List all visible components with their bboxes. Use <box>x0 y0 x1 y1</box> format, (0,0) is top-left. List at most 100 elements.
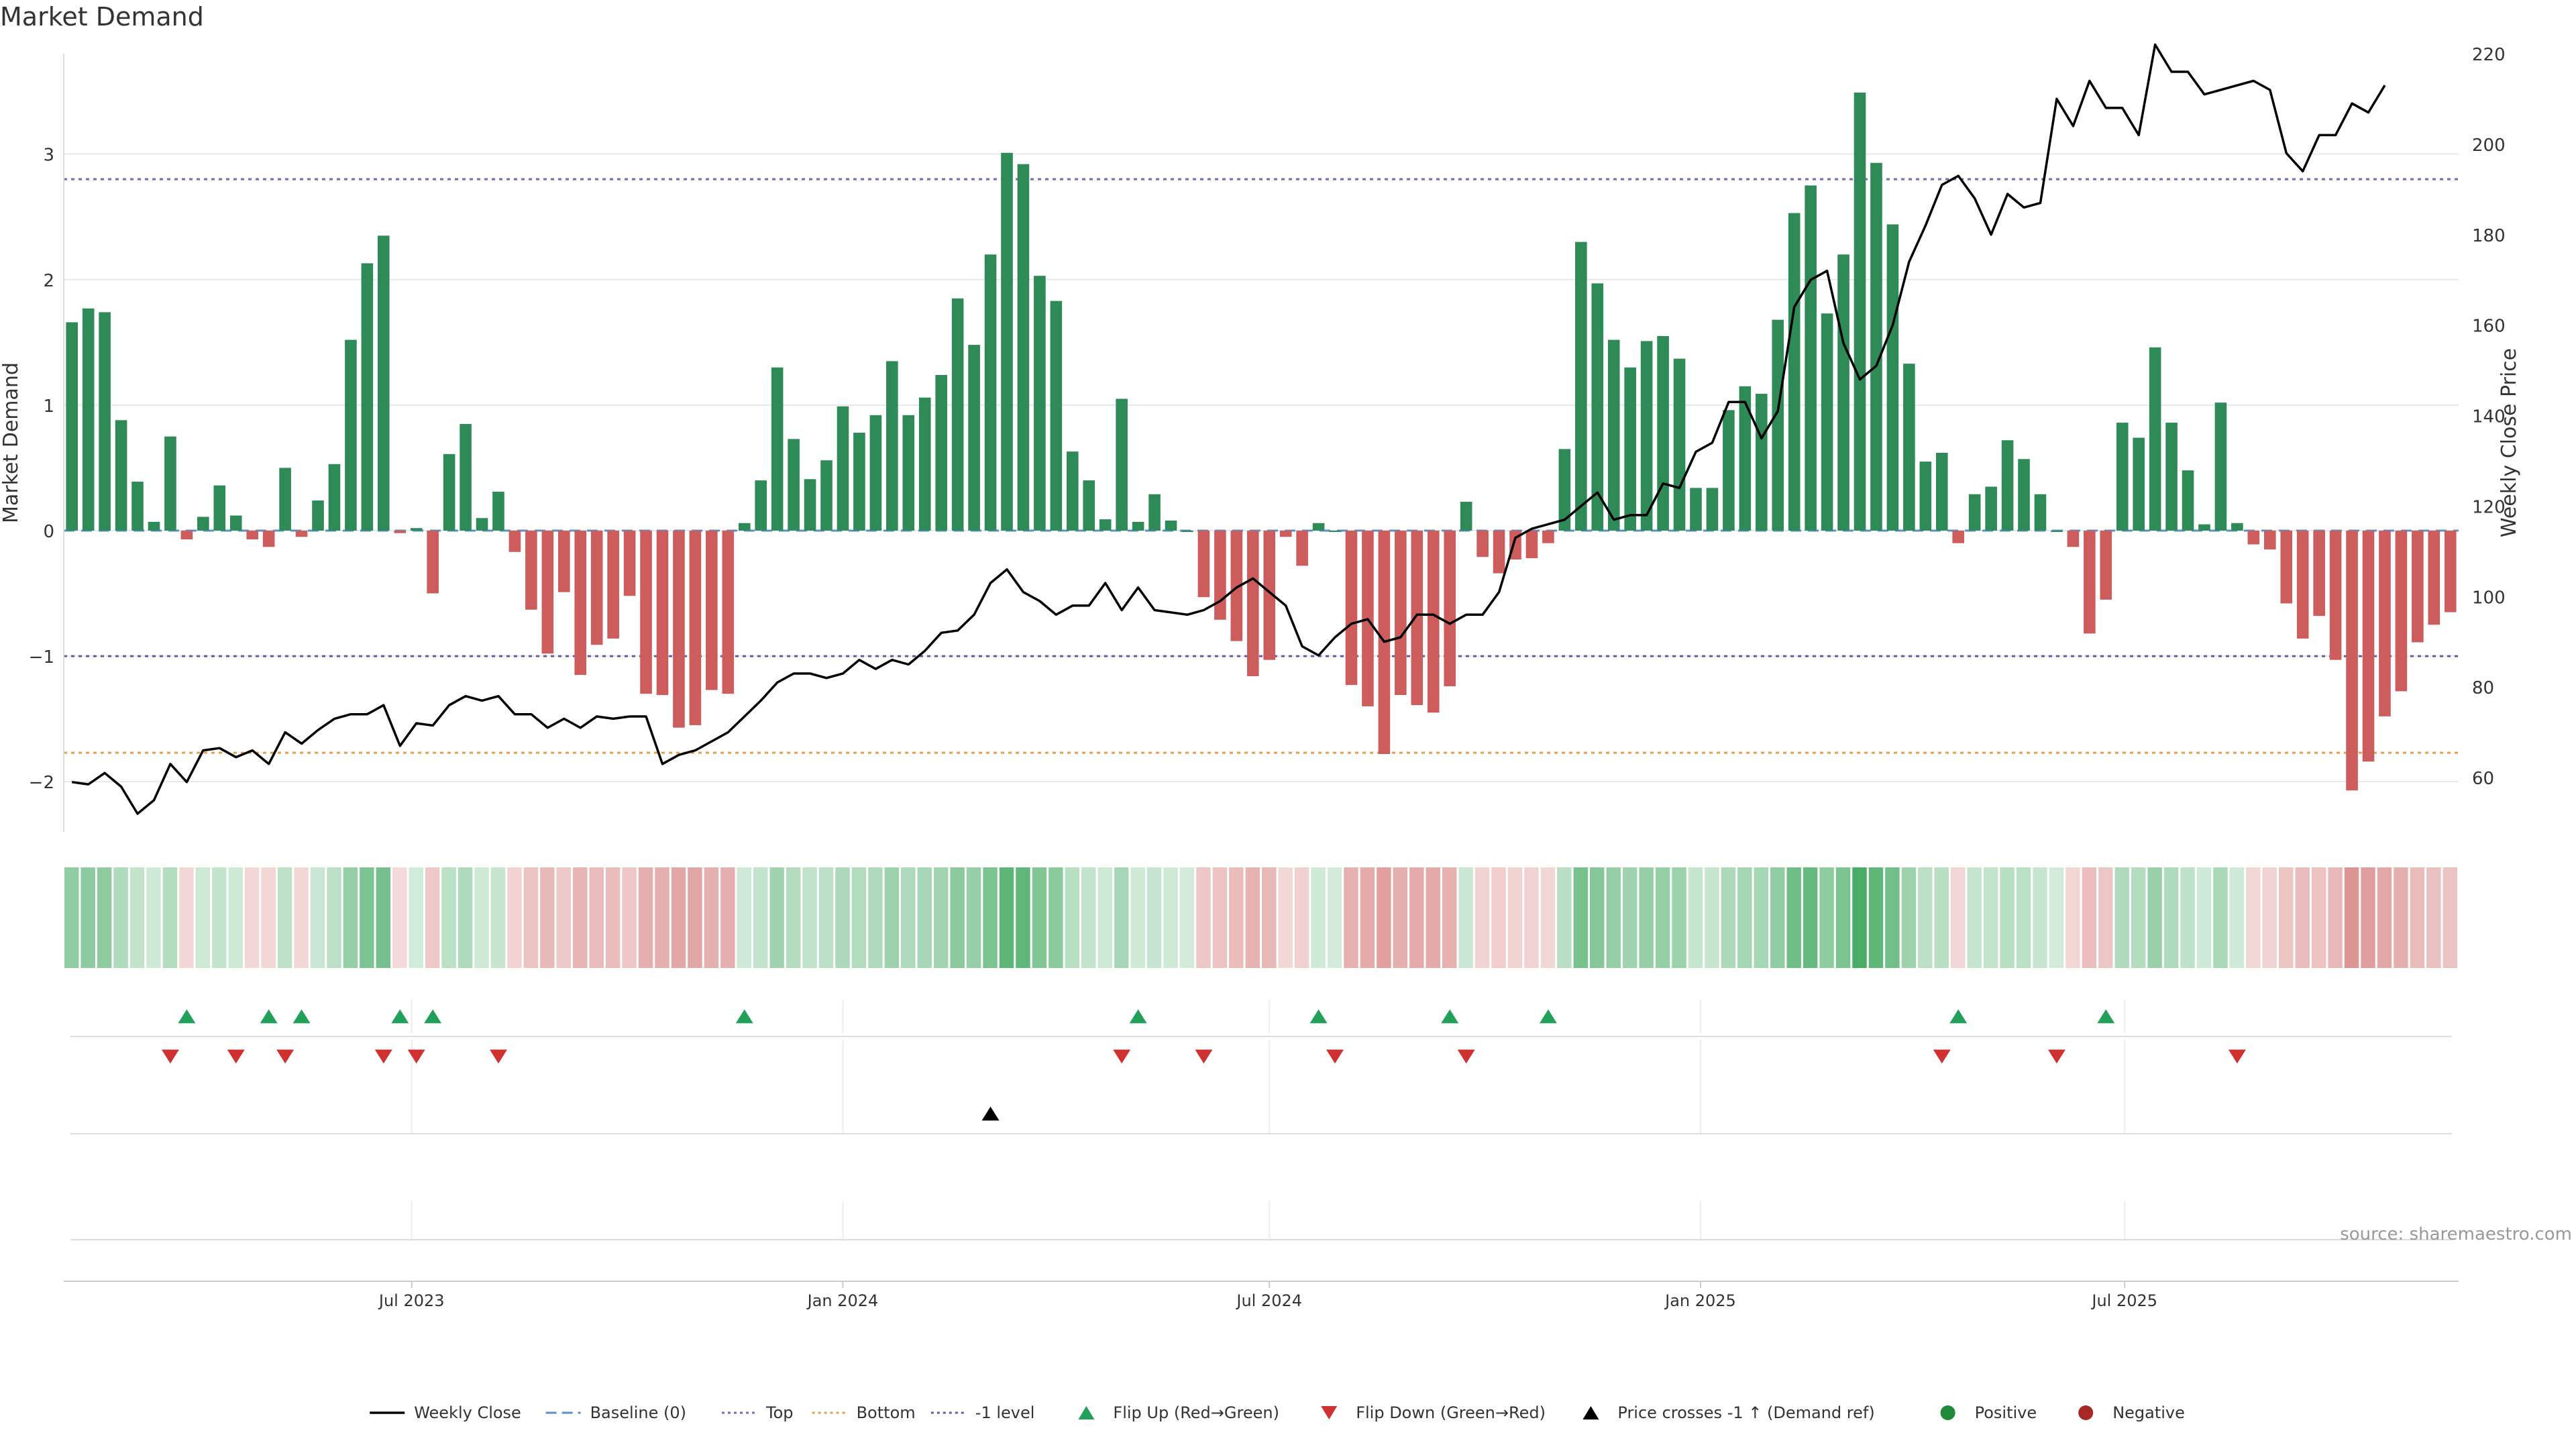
heat-cell <box>1688 867 1703 968</box>
demand-bar <box>2067 530 2080 547</box>
demand-bar <box>2182 470 2194 531</box>
y-left-tick-label: 0 <box>43 522 54 542</box>
demand-bar <box>378 235 390 531</box>
heat-cell <box>179 867 194 968</box>
legend-item: Baseline (0) <box>545 1403 686 1422</box>
heat-cell <box>1819 867 1834 968</box>
heat-cell <box>1049 867 1063 968</box>
demand-bar <box>853 433 865 531</box>
heat-cell <box>2049 867 2064 968</box>
heat-cell <box>2131 867 2146 968</box>
legend-item: Negative <box>2078 1403 2185 1422</box>
demand-bar <box>312 500 324 531</box>
heat-cell <box>1705 867 1719 968</box>
demand-bar <box>984 254 997 531</box>
heat-cell <box>2377 867 2392 968</box>
signal-panels: Jul 2023 Jan 2024 Jul 2024 Jan 2025 Jul 2025 <box>64 1000 2459 1310</box>
heat-cell <box>1786 867 1801 968</box>
heat-cell <box>901 867 916 968</box>
flip-down-marker <box>227 1049 245 1064</box>
demand-bar <box>1542 530 1554 543</box>
flip-down-marker <box>2228 1049 2246 1064</box>
y-right-tick-label: 60 <box>2472 769 2494 789</box>
heat-cell <box>277 867 292 968</box>
heat-cell <box>2279 867 2294 968</box>
flip-down-marker <box>1195 1049 1213 1064</box>
demand-bar <box>837 406 849 531</box>
heat-cell <box>2311 867 2326 968</box>
heat-cell <box>441 867 456 968</box>
demand-bar <box>689 530 702 725</box>
x-tick-label: Jul 2024 <box>1235 1291 1302 1310</box>
y-left-tick-label: −1 <box>29 647 54 667</box>
demand-bar <box>1575 241 1587 531</box>
heat-cell <box>950 867 965 968</box>
legend-item: Price crosses -1 ↑ (Demand ref) <box>1582 1403 1875 1422</box>
demand-bar <box>1673 358 1686 531</box>
y-left-tick-label: 1 <box>43 396 54 417</box>
demand-bar <box>492 491 504 531</box>
demand-bar <box>2018 459 2030 531</box>
demand-bar <box>673 530 685 728</box>
heat-cell <box>2443 867 2457 968</box>
demand-bar <box>902 415 915 531</box>
demand-bar <box>1525 530 1538 559</box>
y-right-tick-label: 100 <box>2472 588 2506 608</box>
flip-up-marker <box>2097 1009 2115 1024</box>
demand-bar <box>886 361 898 531</box>
axes: −2 −1 0 1 2 3 60 80 100 120 140 160 180 200 220 <box>29 45 2506 832</box>
demand-bar <box>574 530 587 676</box>
flip-down-marker <box>2047 1049 2065 1064</box>
y-left-tick-label: −2 <box>29 773 54 793</box>
demand-bar <box>229 515 242 531</box>
demand-bar <box>951 298 964 531</box>
flip-down-marker <box>161 1049 179 1064</box>
flip-up-marker <box>735 1009 753 1024</box>
demand-bar <box>623 530 636 596</box>
heat-cell <box>474 867 489 968</box>
heat-cell <box>490 867 506 968</box>
demand-bar <box>427 530 439 594</box>
demand-bar <box>557 530 570 592</box>
heat-cell <box>2098 867 2113 968</box>
y-right-tick-label: 140 <box>2472 407 2506 427</box>
heat-cell <box>1885 867 1900 968</box>
demand-bar <box>918 397 931 531</box>
demand-bar <box>2100 530 2112 600</box>
heat-cell <box>343 867 358 968</box>
demand-bar <box>2231 523 2243 531</box>
demand-heat-strip <box>64 867 2457 968</box>
legend-item: Flip Down (Green→Red) <box>1321 1403 1546 1422</box>
demand-bar <box>2280 530 2293 604</box>
heat-cell <box>327 867 341 968</box>
heat-cell <box>1327 867 1342 968</box>
demand-bar <box>1477 530 1489 557</box>
heat-cell <box>1770 867 1785 968</box>
y-right-tick-label: 220 <box>2472 45 2506 65</box>
heat-cell <box>376 867 391 968</box>
chart-title: Market Demand <box>0 2 204 32</box>
demand-bar <box>722 530 735 694</box>
demand-bar <box>345 339 357 531</box>
heat-cell <box>1754 867 1769 968</box>
heat-cell <box>212 867 227 968</box>
demand-bar <box>2051 530 2063 532</box>
demand-bar <box>1870 162 1882 531</box>
demand-bar <box>443 453 455 531</box>
heat-cell <box>1245 867 1260 968</box>
demand-bar <box>2346 530 2358 791</box>
demand-bar <box>180 530 193 540</box>
x-tick-label: Jul 2023 <box>378 1291 445 1310</box>
heat-cell <box>540 867 555 968</box>
heat-cell <box>2213 867 2228 968</box>
heat-cell <box>2328 867 2343 968</box>
demand-bar <box>1165 521 1177 531</box>
demand-bar <box>1723 410 1735 531</box>
demand-bar <box>1821 313 1833 531</box>
demand-bar <box>640 530 652 694</box>
demand-bar <box>1755 394 1768 531</box>
demand-bars <box>66 93 2457 791</box>
heat-cell <box>1344 867 1358 968</box>
demand-bar <box>1509 530 1521 559</box>
demand-bar <box>1017 164 1030 531</box>
